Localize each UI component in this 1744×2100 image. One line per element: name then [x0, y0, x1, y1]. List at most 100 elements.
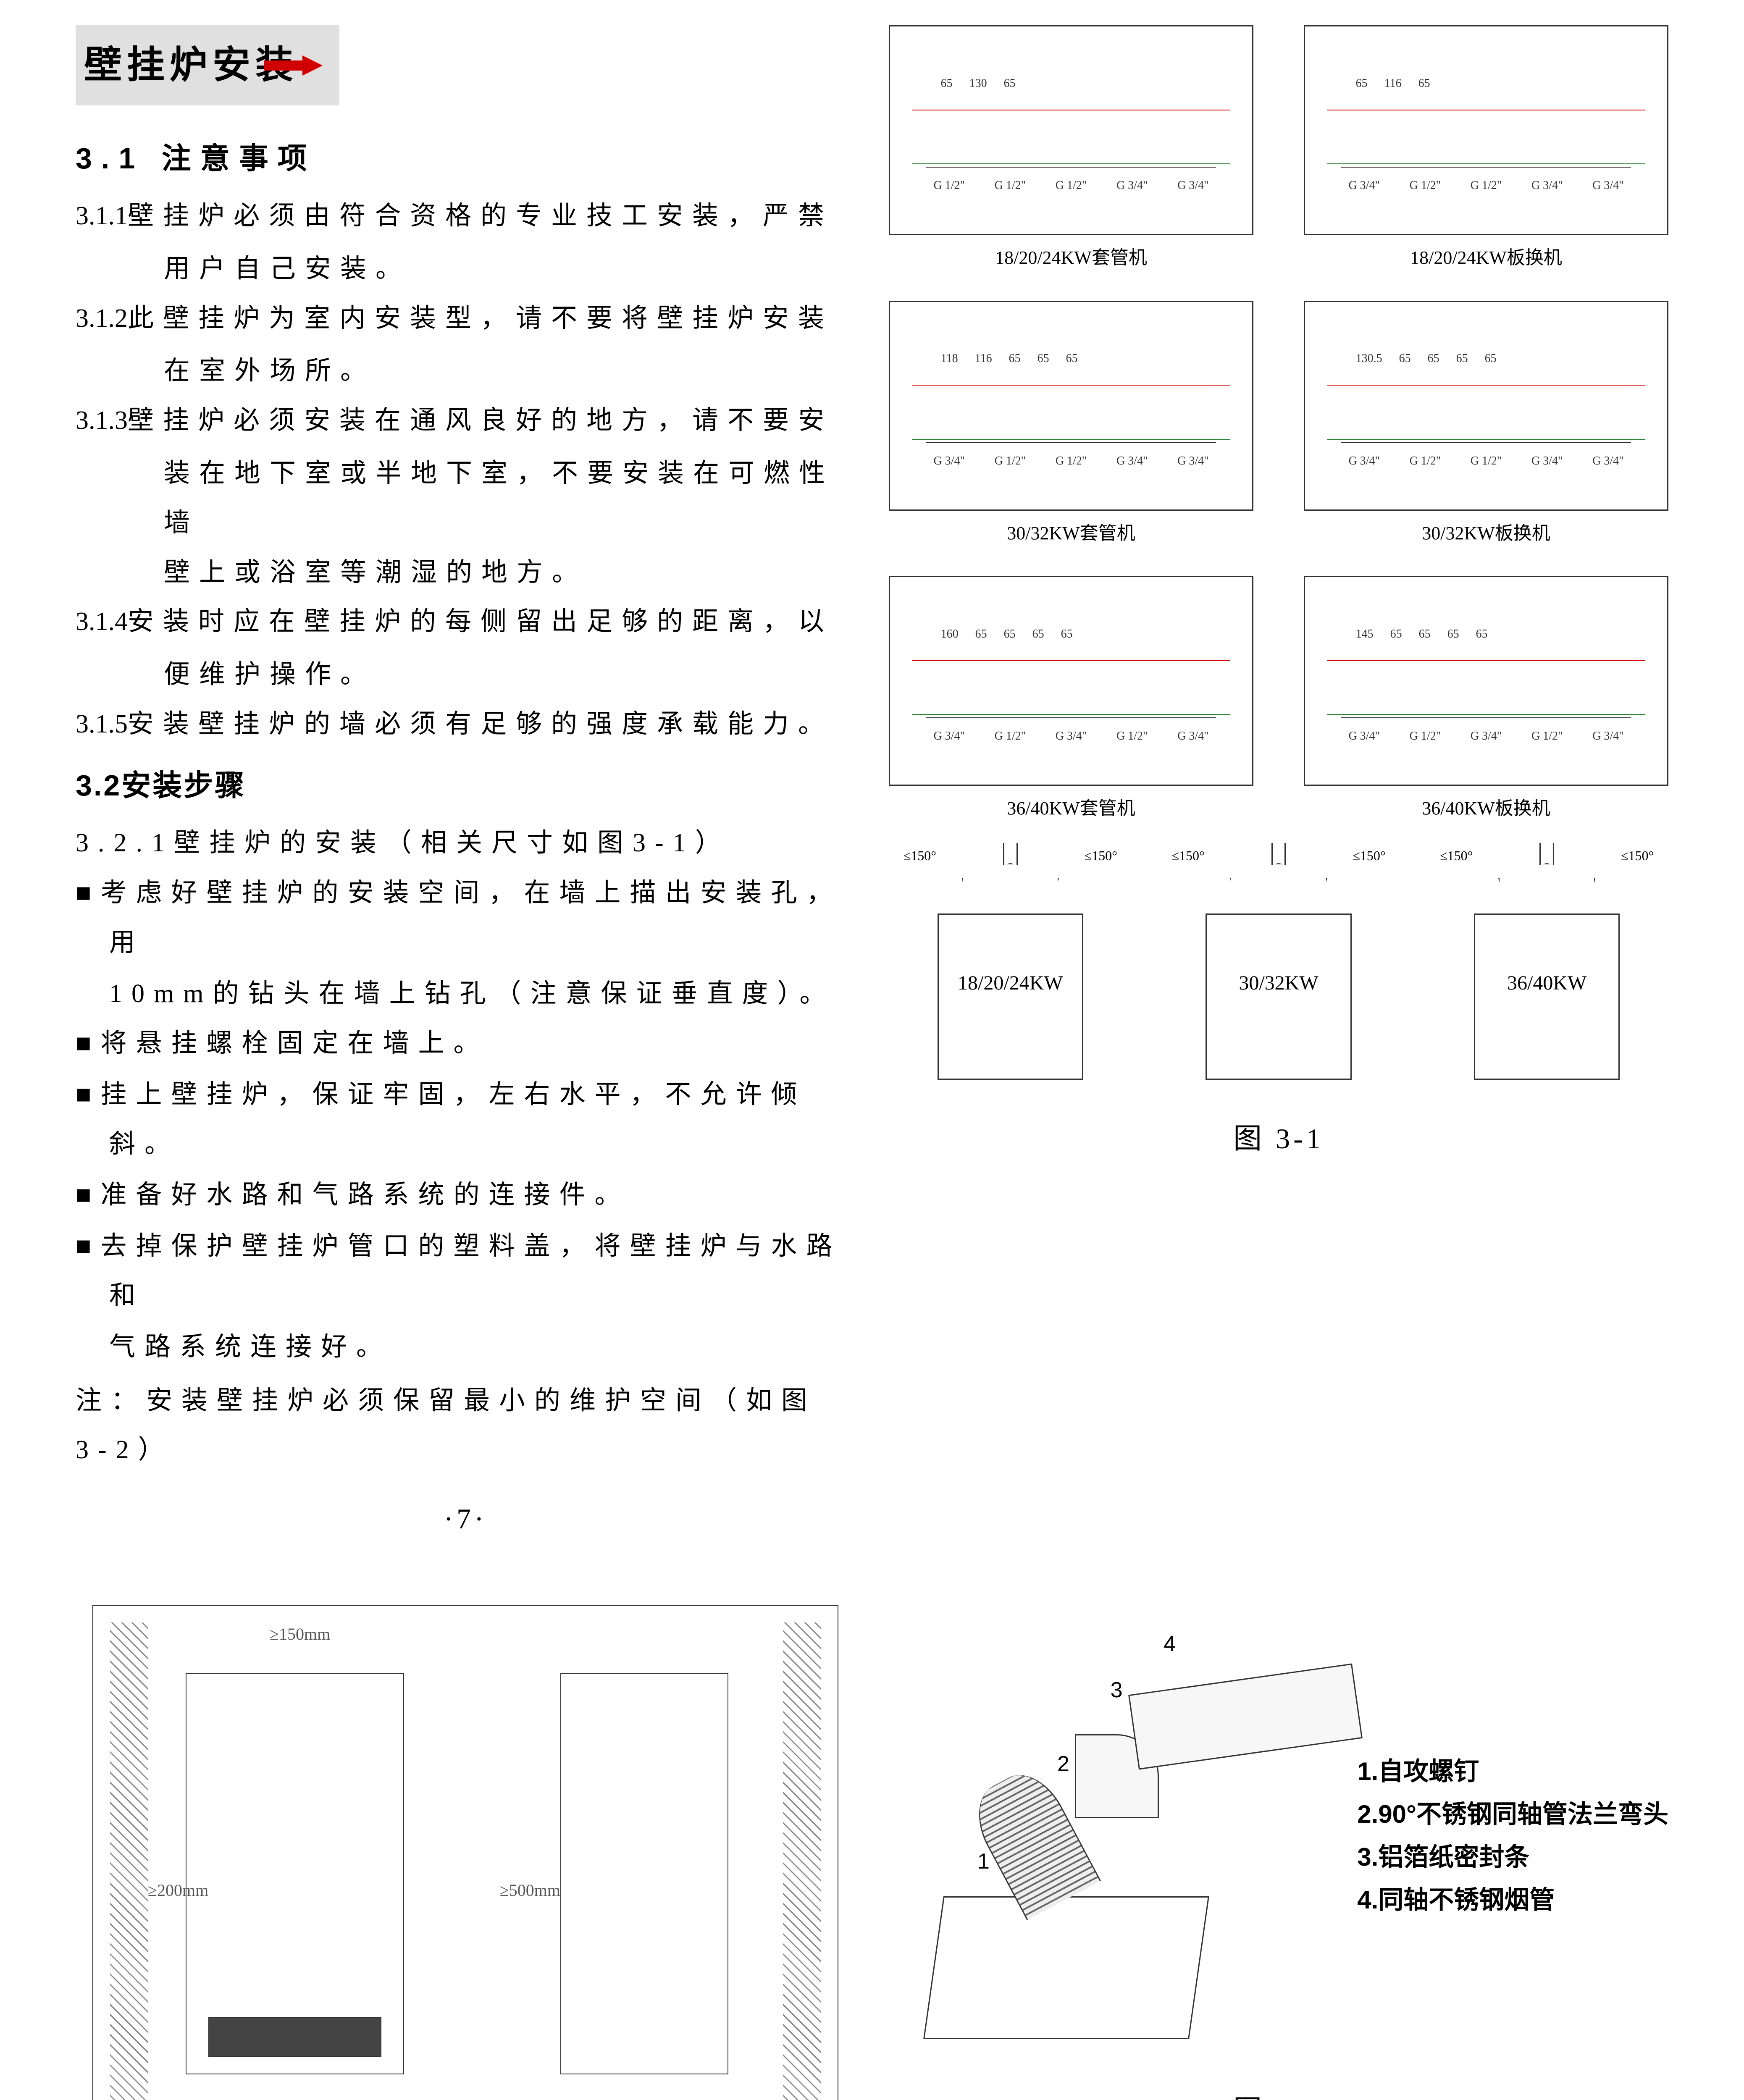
card-inner — [926, 327, 1216, 443]
port-label: G 3/4" — [933, 450, 964, 472]
legend-item: 1.自攻螺钉 — [1357, 1750, 1668, 1793]
callout-1: 1 — [977, 1841, 990, 1882]
callout-4: 4 — [1164, 1623, 1176, 1665]
dim-value: 130 — [969, 72, 987, 94]
section-header: 壁挂炉安装 — [76, 25, 339, 105]
para-body: 壁挂炉必须由符合资格的专业技工安装，严禁 — [128, 202, 833, 230]
fig31-dim-row: 65 130 65 — [941, 72, 1016, 94]
dim-value: 65 — [1456, 347, 1468, 370]
fig31-card: 6511665G 3/4"G 1/2"G 1/2"G 3/4"G 3/4"18/… — [1304, 25, 1668, 276]
fig31-card-box: 6511665G 3/4"G 1/2"G 1/2"G 3/4"G 3/4" — [1304, 25, 1668, 235]
card-inner — [1341, 602, 1631, 718]
fig31-card-label: 36/40KW套管机 — [889, 791, 1253, 826]
dim-value: 65 — [1037, 347, 1049, 370]
card-inner — [926, 51, 1216, 168]
dim-value: 65 — [1447, 623, 1459, 645]
legend-item: 4.同轴不锈钢烟管 — [1357, 1879, 1668, 1922]
fig31-dim-row: 6511665 — [1356, 72, 1430, 94]
fig31-card: 16065656565G 3/4"G 1/2"G 3/4"G 1/2"G 3/4… — [889, 576, 1253, 826]
port-label: G 3/4" — [1116, 174, 1148, 197]
coaxial-tube-icon — [1128, 1664, 1363, 1770]
sec32-b5a: ■去掉保护壁挂炉管口的塑料盖，将壁挂炉与水路和 — [76, 1222, 855, 1321]
fig31-card: 14565656565G 3/4"G 1/2"G 3/4"G 1/2"G 3/4… — [1304, 576, 1668, 826]
port-label: G 1/2" — [1471, 450, 1502, 472]
boiler-side-view — [560, 1673, 728, 2074]
fig32-dim-left: ≥200mm — [148, 1874, 208, 1906]
dim-value: 65 — [1428, 347, 1439, 370]
dim-value: 65 — [975, 623, 987, 645]
angle-right: ≤150° — [1353, 843, 1385, 869]
para-3-1-1-cont: 用户自己安装。 — [76, 244, 855, 294]
sec32-b2: ■将悬挂螺栓固定在墙上。 — [76, 1019, 855, 1068]
figure-3-3-area: 1 2 3 4 1.自攻螺钉 2.90°不锈钢同轴管法兰弯头 3.铝箔纸密封条 … — [889, 1605, 1668, 2100]
fig31-flue-card: ≤150°≤150°36/40KW — [1425, 843, 1668, 1095]
sec32-note: 注：安装壁挂炉必须保留最小的维护空间（如图3-2） — [76, 1376, 855, 1475]
para-3-1-5: 3.1.5安装壁挂炉的墙必须有足够的强度承载能力。 — [76, 700, 855, 749]
fig31-port-row: G 3/4"G 1/2"G 3/4"G 1/2"G 3/4" — [933, 725, 1208, 747]
port-label: G 3/4" — [1592, 450, 1623, 472]
port-label: G 1/2" — [1531, 725, 1563, 747]
sec32-title: 3.2安装步骤 — [76, 758, 855, 814]
port-label: G 3/4" — [1531, 450, 1563, 472]
flue-hood-icon — [1498, 863, 1595, 914]
fig31-port-row: G 3/4"G 1/2"G 1/2"G 3/4"G 3/4" — [1348, 174, 1623, 197]
dim-value: 65 — [1004, 623, 1016, 645]
fig32-diagram: ≥150mm ≥200mm ≥300mm ≥500mm — [92, 1605, 838, 2100]
wall-hatch-right-icon — [783, 1622, 821, 2100]
port-label: G 3/4" — [1177, 450, 1208, 472]
port-label: G 3/4" — [1348, 725, 1379, 747]
sec31-title: 3.1 注意事项 — [76, 131, 855, 186]
callout-2: 2 — [1057, 1743, 1069, 1785]
dim-value: 65 — [1485, 347, 1497, 370]
dim-value: 65 — [941, 72, 953, 94]
port-label: G 3/4" — [1056, 725, 1087, 747]
angle-left: ≤150° — [904, 843, 936, 869]
fig31-dim-row: 130.565656565 — [1356, 347, 1497, 370]
port-label: G 3/4" — [1531, 174, 1563, 197]
dim-value: 65 — [1356, 72, 1368, 94]
fig31-flue-card: ≤150°≤150°18/20/24KW — [889, 843, 1132, 1095]
angle-right: ≤150° — [1085, 843, 1117, 869]
fig31-flue-row: ≤150°≤150°18/20/24KW≤150°≤150°30/32KW≤15… — [889, 843, 1668, 1095]
fig31-dim-row: 14565656565 — [1356, 623, 1488, 645]
port-label: G 1/2" — [1116, 725, 1148, 747]
fig31-dim-row: 118116656565 — [941, 347, 1078, 370]
fig31-card-box: 14565656565G 3/4"G 1/2"G 3/4"G 1/2"G 3/4… — [1304, 576, 1668, 786]
fig32-dim-top: ≥150mm — [270, 1618, 330, 1650]
page-number: ·7· — [76, 1492, 855, 1546]
port-label: G 3/4" — [1177, 725, 1208, 747]
flue-label: 30/32KW — [1157, 964, 1400, 1002]
legend-item: 3.铝箔纸密封条 — [1357, 1836, 1668, 1879]
para-3-1-3: 3.1.3壁挂炉必须安装在通风良好的地方，请不要安 — [76, 396, 855, 446]
fig31-port-row: G 3/4"G 1/2"G 1/2"G 3/4"G 3/4" — [933, 450, 1208, 472]
callout-3: 3 — [1111, 1670, 1123, 1711]
port-label: G 1/2" — [1410, 174, 1441, 197]
para-num: 3.1.1 — [76, 202, 128, 230]
dim-value: 65 — [1004, 72, 1016, 94]
dim-value: 65 — [1390, 623, 1402, 645]
fig31-card: 118116656565G 3/4"G 1/2"G 1/2"G 3/4"G 3/… — [889, 301, 1253, 551]
sec32-b1a: ■考虑好壁挂炉的安装空间，在墙上描出安装孔，用 — [76, 868, 855, 968]
fig31-card-box: 118116656565G 3/4"G 1/2"G 1/2"G 3/4"G 3/… — [889, 301, 1253, 511]
dim-value: 116 — [975, 347, 992, 370]
fig31-card: 6513065G 1/2"G 1/2"G 1/2"G 3/4"G 3/4"18/… — [889, 25, 1253, 276]
sec32-b3: ■挂上壁挂炉，保证牢固，左右水平，不允许倾斜。 — [76, 1070, 855, 1169]
dim-value: 65 — [1418, 72, 1430, 94]
angle-right: ≤150° — [1621, 843, 1654, 869]
dim-value: 65 — [1399, 347, 1411, 370]
port-label: G 1/2" — [995, 725, 1026, 747]
flue-hood-icon — [1230, 863, 1327, 914]
page7-left-column: 壁挂炉安装 3.1 注意事项 3.1.1壁挂炉必须由符合资格的专业技工安装，严禁… — [76, 25, 855, 1546]
para-3-1-2: 3.1.2此壁挂炉为室内安装型，请不要将壁挂炉安装 — [76, 294, 855, 344]
fig31-card-label: 18/20/24KW板换机 — [1304, 240, 1668, 276]
fig31-port-row: G 3/4"G 1/2"G 1/2"G 3/4"G 3/4" — [1348, 450, 1623, 472]
fig31-port-row: G 3/4"G 1/2"G 3/4"G 1/2"G 3/4" — [1348, 725, 1623, 747]
port-label: G 3/4" — [1177, 174, 1208, 197]
fig31-card-box: 16065656565G 3/4"G 1/2"G 3/4"G 1/2"G 3/4… — [889, 576, 1253, 786]
boiler-front-view — [186, 1673, 404, 2074]
port-label: G 1/2" — [1410, 725, 1441, 747]
dim-value: 65 — [1066, 347, 1078, 370]
fig31-dim-row: 16065656565 — [941, 623, 1073, 645]
figure-3-1-area: 65 130 65 G 1/2" G 1/2" G 1/2" G 3/4" G 3/4" 18/… — [889, 25, 1668, 1546]
dim-value: 118 — [941, 347, 958, 370]
